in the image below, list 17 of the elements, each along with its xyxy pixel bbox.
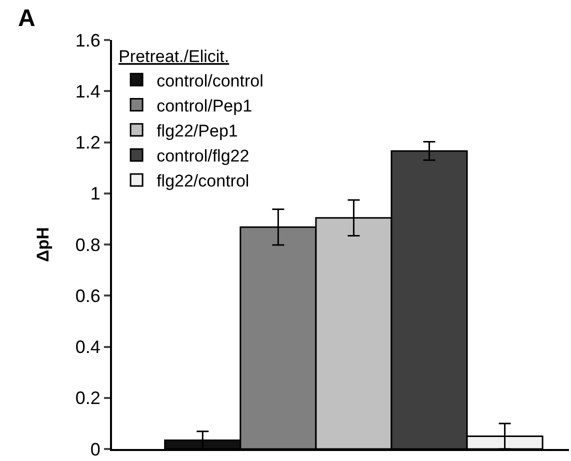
y-tick-label: 0.6 — [75, 286, 100, 306]
y-tick-label: 1 — [90, 184, 100, 204]
y-tick-label: 0.4 — [75, 337, 100, 358]
legend-label: flg22/control — [156, 172, 250, 191]
y-tick-label: 0 — [90, 439, 100, 460]
legend-label: flg22/Pep1 — [156, 121, 238, 140]
y-tick-label: 0.8 — [75, 234, 100, 255]
y-tick-label: 1.4 — [75, 81, 100, 102]
legend-label: control/control — [156, 71, 264, 90]
y-tick-label: 1.6 — [75, 30, 100, 50]
legend-label: control/Pep1 — [156, 96, 252, 116]
legend-label: control/flg22 — [156, 146, 250, 166]
y-tick-label: 0.2 — [75, 388, 100, 408]
y-tick-label: 1.2 — [75, 132, 100, 153]
y-axis-title: ΔpH — [33, 227, 52, 262]
text: A — [18, 5, 36, 32]
legend-title: Pretreat./Elicit. — [118, 47, 230, 66]
